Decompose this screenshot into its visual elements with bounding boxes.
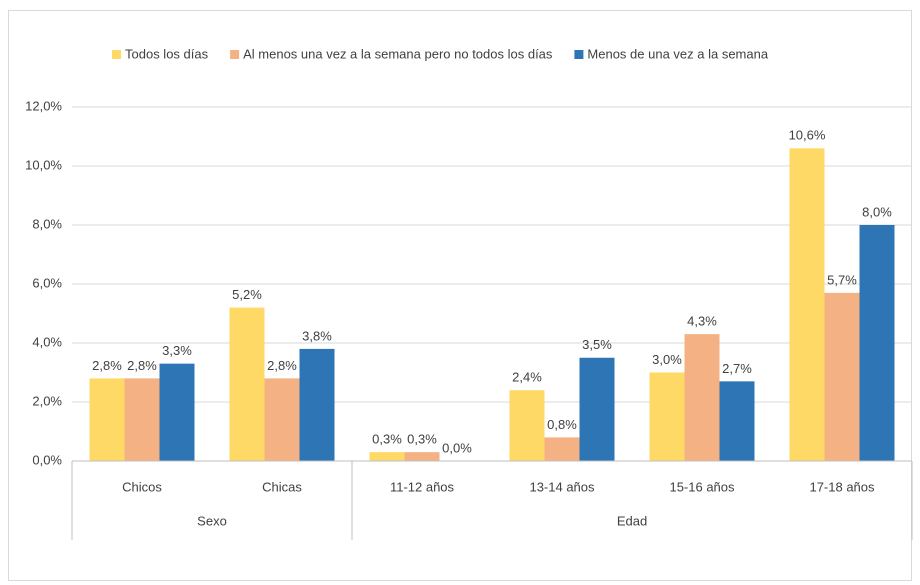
x-tick-label: Chicas [262,479,302,494]
bar [264,378,300,461]
y-tick-label: 12,0% [25,98,62,113]
value-label: 8,0% [862,204,892,219]
value-label: 3,0% [652,352,682,367]
value-label: 0,3% [372,432,402,447]
bar [229,307,265,461]
bar [369,452,405,461]
value-label: 3,5% [582,337,612,352]
bar [89,378,125,461]
value-label: 2,7% [722,361,752,376]
bar [404,452,440,461]
value-label: 2,4% [512,370,542,385]
value-label: 2,8% [127,358,157,373]
value-label: 5,7% [827,272,857,287]
value-label: 0,0% [442,440,472,455]
y-tick-label: 6,0% [32,275,62,290]
x-tick-label: 13-14 años [529,479,595,494]
x-tick-label: 17-18 años [809,479,875,494]
legend-swatch [230,50,240,59]
bar [299,348,335,461]
legend-label: Al menos una vez a la semana pero no tod… [243,46,553,61]
x-tick-label: 11-12 años [390,479,455,494]
group-label: Edad [617,513,647,528]
y-tick-label: 8,0% [32,216,62,231]
legend-swatch [574,50,584,59]
x-tick-label: 15-16 años [669,479,735,494]
bar [544,437,580,461]
chart-frame [8,10,912,581]
value-label: 0,3% [407,432,437,447]
y-tick-label: 2,0% [32,393,62,408]
bar [719,381,755,461]
value-label: 0,8% [547,417,577,432]
value-label: 3,3% [162,343,192,358]
bar [824,292,860,461]
bar [649,372,685,461]
bar [579,357,615,461]
bar [159,363,195,461]
value-label: 3,8% [302,328,332,343]
value-label: 5,2% [232,287,262,302]
y-tick-label: 10,0% [25,157,62,172]
value-label: 10,6% [789,128,826,143]
y-tick-label: 4,0% [32,334,62,349]
bar [684,334,720,461]
group-label: Sexo [197,513,227,528]
bar [124,378,160,461]
bar [789,148,825,462]
x-tick-label: Chicos [122,479,162,494]
value-label: 2,8% [267,358,297,373]
y-tick-label: 0,0% [32,452,62,467]
bar [509,390,545,461]
value-label: 2,8% [92,358,122,373]
legend-label: Todos los días [125,46,209,61]
value-label: 4,3% [687,314,717,329]
legend-label: Menos de una vez a la semana [587,46,768,61]
legend-swatch [112,50,121,59]
bar [859,225,895,461]
